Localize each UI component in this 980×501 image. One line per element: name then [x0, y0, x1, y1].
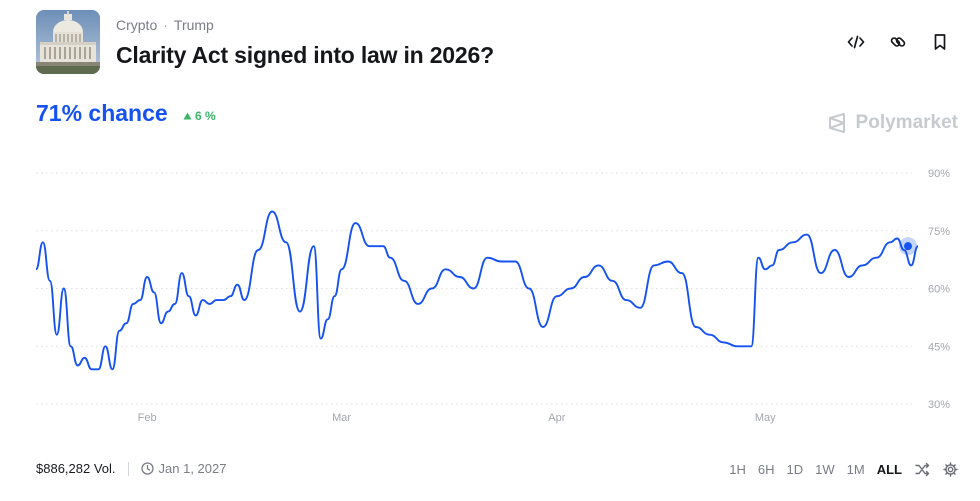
- chance-value: 71% chance: [36, 100, 168, 126]
- subcategory-link[interactable]: Trump: [173, 17, 214, 33]
- brand-name: Polymarket: [855, 112, 958, 133]
- embed-icon: [847, 35, 865, 49]
- divider: [127, 461, 129, 476]
- breadcrumb: Crypto · Trump: [116, 17, 214, 33]
- settings-icon: [942, 461, 958, 477]
- volume-text: $886,282 Vol.: [36, 461, 116, 476]
- end-date-text: Jan 1, 2027: [158, 461, 227, 476]
- range-1h[interactable]: 1H: [729, 461, 746, 477]
- time-range-selector: 1H 6H 1D 1W 1M ALL: [729, 461, 958, 477]
- range-6h[interactable]: 6H: [757, 461, 775, 477]
- bookmark-icon: [934, 34, 946, 50]
- y-tick-label: 90%: [928, 168, 950, 180]
- range-all[interactable]: ALL: [876, 461, 902, 477]
- x-tick-label: Apr: [548, 412, 565, 424]
- copy-link-button[interactable]: [888, 32, 908, 52]
- y-tick-label: 30%: [928, 399, 950, 411]
- polymarket-logo-icon: [828, 113, 845, 133]
- current-point: [904, 242, 912, 251]
- x-tick-label: Feb: [138, 412, 157, 424]
- shuffle-icon: [914, 462, 929, 476]
- link-icon: [890, 37, 906, 47]
- y-tick-label: 60%: [928, 284, 950, 296]
- triangle-up-icon: [183, 112, 192, 120]
- series-line: [35, 210, 919, 371]
- category-link[interactable]: Crypto: [116, 17, 158, 33]
- chart-settings-button[interactable]: [942, 461, 958, 477]
- embed-button[interactable]: [846, 32, 866, 52]
- top-actions: [846, 32, 950, 52]
- range-1d[interactable]: 1D: [786, 461, 804, 477]
- x-tick-label: May: [755, 412, 776, 424]
- market-stats: $886,282 Vol. Jan 1, 2027: [36, 461, 226, 476]
- x-tick-label: Mar: [332, 412, 351, 424]
- polymarket-watermark: Polymarket: [827, 112, 958, 134]
- breadcrumb-separator: ·: [163, 17, 168, 33]
- capitol-building-image: [36, 10, 100, 74]
- clock-icon: [140, 462, 154, 475]
- y-tick-label: 45%: [928, 341, 950, 353]
- shuffle-button[interactable]: [914, 461, 930, 477]
- y-tick-label: 75%: [928, 226, 950, 238]
- delta-badge: 6 %: [183, 109, 216, 123]
- end-date: Jan 1, 2027: [140, 461, 227, 476]
- probability-chart[interactable]: 90% 75% 60% 45% 30% Feb Mar Apr May: [0, 150, 980, 432]
- market-title: Clarity Act signed into law in 2026?: [116, 42, 494, 68]
- range-1w[interactable]: 1W: [815, 461, 835, 477]
- market-thumbnail[interactable]: [36, 10, 100, 74]
- delta-value: 6 %: [195, 109, 216, 123]
- range-1m[interactable]: 1M: [846, 461, 865, 477]
- bookmark-button[interactable]: [930, 32, 950, 52]
